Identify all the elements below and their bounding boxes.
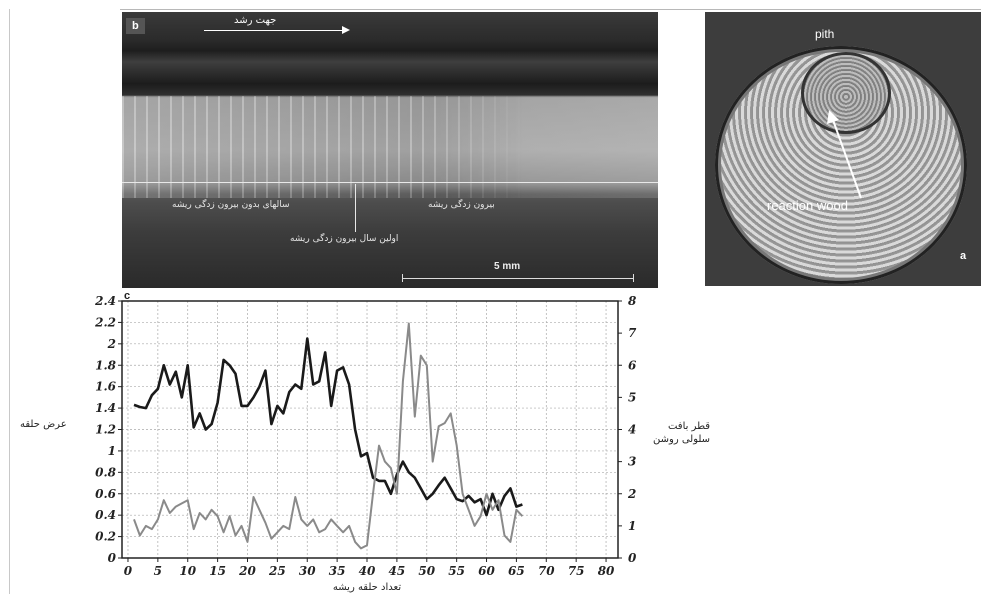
panel-c-letter: c [124, 290, 130, 302]
y2-tick-label: 1 [628, 519, 636, 533]
y2-tick-label: 2 [627, 487, 636, 501]
y2-tick-label: 3 [628, 455, 636, 469]
exposure-label: بیرون زدگی ریشه [428, 200, 495, 210]
wood-disc [715, 46, 967, 284]
left-axis-label: عرض حلقه [20, 419, 67, 430]
right-axis-label-line2: سلولی روشن [653, 434, 711, 445]
x-tick-label: 0 [124, 564, 133, 578]
ring-width-line [133, 337, 523, 517]
x-tick-label: 75 [568, 564, 585, 578]
arrow-head-icon [342, 26, 350, 34]
x-tick-label: 55 [448, 564, 465, 578]
y2-tick-label: 6 [628, 358, 637, 372]
y2-tick-label: 0 [628, 551, 637, 565]
x-tick-label: 30 [299, 564, 316, 578]
y-tick-label: 1.6 [95, 380, 117, 394]
y-tick-label: 0.4 [95, 508, 116, 522]
y-tick-label: 0.8 [95, 465, 117, 479]
left-border [9, 9, 10, 594]
x-tick-label: 45 [389, 564, 406, 578]
y-tick-label: 1.2 [95, 423, 116, 437]
reaction-wood-label: reaction wood [767, 198, 848, 213]
divider-line [122, 182, 658, 183]
x-tick-label: 65 [508, 564, 525, 578]
scale-bar-label: 5 mm [494, 261, 521, 272]
x-tick-label: 50 [418, 564, 435, 578]
y-tick-label: 0 [108, 551, 117, 565]
scale-bar [402, 278, 634, 279]
growth-direction-label: جهت رشد [234, 15, 277, 26]
left-axis-ticks: 0 0.2 0.4 0.6 0.8 1 1.2 1.4 1.6 1.8 2 2.2 2.4 [94, 294, 122, 565]
reaction-wood-arrow-icon [827, 110, 862, 199]
x-tick-label: 40 [359, 564, 376, 578]
y2-tick-label: 7 [628, 326, 637, 340]
y2-tick-label: 4 [628, 423, 636, 437]
x-axis-label: تعداد حلقه ریشه [333, 582, 401, 593]
first-exposure-year-label: اولین سال بیرون زدگی ریشه [290, 234, 399, 244]
y-tick-label: 1.4 [95, 401, 116, 415]
top-border [120, 9, 981, 10]
y2-tick-label: 8 [628, 294, 637, 308]
x-axis-ticks: 0 5 10 15 20 25 30 35 40 45 50 55 60 65 70 75 80 [124, 558, 615, 578]
scale-bar-tick [633, 274, 634, 282]
growth-rings [122, 96, 658, 198]
pith-region [801, 52, 891, 134]
x-tick-label: 20 [238, 564, 256, 578]
light-tissue-diameter-line [133, 322, 524, 550]
growth-direction-arrow [204, 30, 344, 31]
right-axis-label: قطر بافت سلولی روشن [653, 420, 710, 446]
x-tick-label: 80 [598, 564, 615, 578]
ring-width-chart: c 0 0.2 0.4 0.6 0.8 1 1.2 1.4 1.6 1.8 2 2.2 2.4 0 1 2 3… [94, 290, 637, 593]
pith-label: pith [815, 27, 835, 41]
right-axis-label-line1: قطر بافت [667, 421, 711, 432]
x-tick-label: 35 [329, 564, 346, 578]
x-tick-label: 25 [268, 564, 286, 578]
scale-bar-tick [402, 274, 403, 282]
y2-tick-label: 5 [628, 390, 636, 404]
root-cross-section-micrograph: b جهت رشد سالهای بدون بیرون زدگی ریشه بی… [122, 12, 658, 288]
x-tick-label: 5 [154, 564, 162, 578]
first-year-marker [355, 184, 356, 232]
y-tick-label: 2 [107, 337, 116, 351]
x-tick-label: 60 [478, 564, 495, 578]
y-tick-label: 2.4 [94, 294, 116, 308]
years-without-exposure-label: سالهای بدون بیرون زدگی ریشه [172, 200, 290, 210]
right-axis-ticks: 0 1 2 3 4 5 6 7 8 [618, 294, 637, 565]
x-tick-label: 15 [209, 564, 226, 578]
x-tick-label: 10 [179, 564, 196, 578]
panel-b-letter: b [126, 18, 145, 34]
y-tick-label: 0.2 [95, 530, 116, 544]
y-tick-label: 0.6 [95, 487, 117, 501]
wood-band [122, 96, 658, 198]
y-tick-label: 1 [108, 444, 116, 458]
panel-a-letter: a [960, 250, 967, 262]
y-tick-label: 1.8 [95, 358, 117, 372]
stem-cross-section-photo: pith reaction wood a [705, 12, 981, 286]
chart-series [133, 322, 524, 550]
y-tick-label: 2.2 [94, 315, 116, 329]
x-tick-label: 70 [538, 564, 555, 578]
